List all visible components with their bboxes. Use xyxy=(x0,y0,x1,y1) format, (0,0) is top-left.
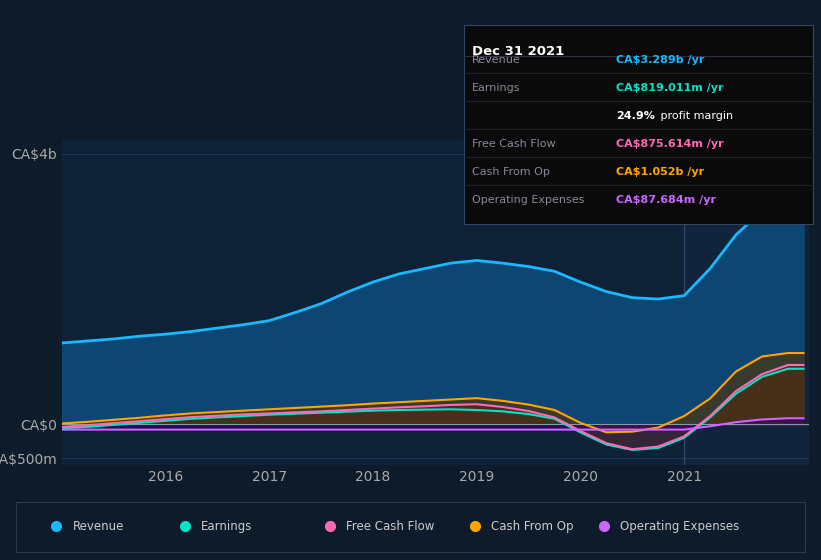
Text: profit margin: profit margin xyxy=(657,111,733,121)
Text: CA$3.289b /yr: CA$3.289b /yr xyxy=(616,55,704,65)
Text: Dec 31 2021: Dec 31 2021 xyxy=(472,45,564,58)
Text: CA$875.614m /yr: CA$875.614m /yr xyxy=(616,139,723,149)
Text: Revenue: Revenue xyxy=(472,55,521,65)
Text: Free Cash Flow: Free Cash Flow xyxy=(472,139,556,149)
Text: Cash From Op: Cash From Op xyxy=(472,167,550,177)
Text: Cash From Op: Cash From Op xyxy=(491,520,573,533)
Text: Revenue: Revenue xyxy=(72,520,124,533)
Text: Operating Expenses: Operating Expenses xyxy=(472,195,585,205)
Text: CA$1.052b /yr: CA$1.052b /yr xyxy=(616,167,704,177)
Text: Free Cash Flow: Free Cash Flow xyxy=(346,520,434,533)
Text: CA$819.011m /yr: CA$819.011m /yr xyxy=(616,83,723,93)
Text: 24.9%: 24.9% xyxy=(616,111,654,121)
Bar xyxy=(684,140,809,465)
Text: CA$87.684m /yr: CA$87.684m /yr xyxy=(616,195,716,205)
Text: Earnings: Earnings xyxy=(201,520,253,533)
Text: Earnings: Earnings xyxy=(472,83,521,93)
Text: Operating Expenses: Operating Expenses xyxy=(620,520,739,533)
